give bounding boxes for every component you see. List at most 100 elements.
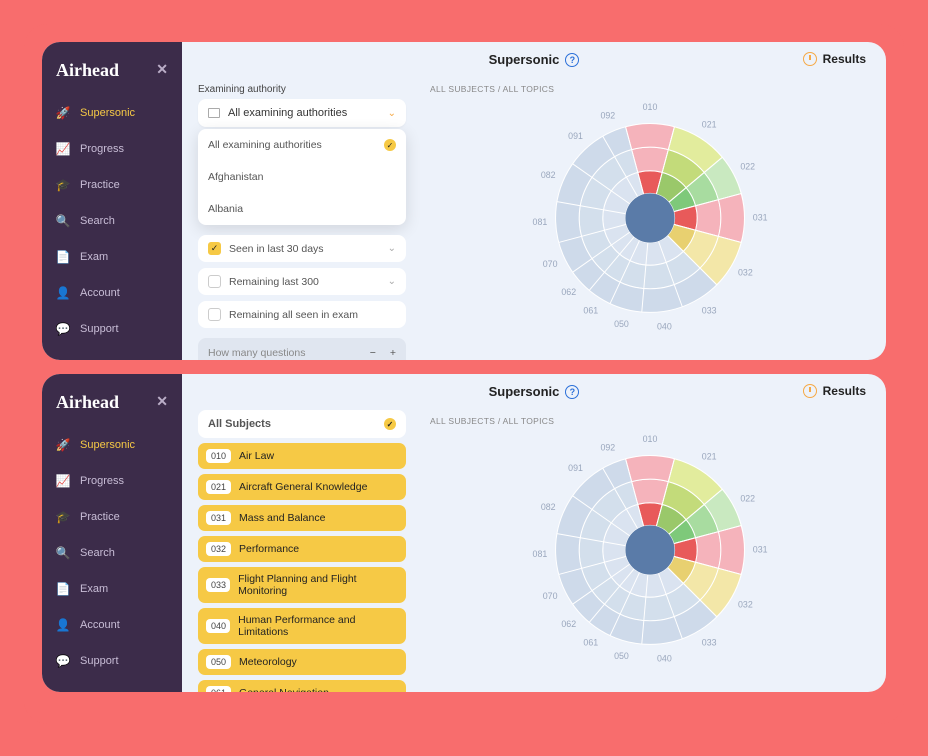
check-icon: ✓ xyxy=(384,139,396,151)
dropdown-value: All examining authorities xyxy=(228,107,347,119)
svg-text:021: 021 xyxy=(702,119,717,129)
svg-text:050: 050 xyxy=(614,651,629,661)
flag-icon xyxy=(208,108,220,118)
sidebar-item-exam[interactable]: 📄Exam xyxy=(42,571,182,607)
subject-item[interactable]: 050Meteorology xyxy=(198,649,406,675)
app-card-2: Airhead ✕ 🚀Supersonic📈Progress🎓Practice🔍… xyxy=(42,374,886,692)
svg-text:092: 092 xyxy=(600,111,615,121)
subject-item[interactable]: 031Mass and Balance xyxy=(198,505,406,531)
breadcrumb: ALL SUBJECTS / ALL TOPICS xyxy=(430,84,870,94)
authority-dropdown-list: All examining authorities✓AfghanistanAlb… xyxy=(198,129,406,225)
svg-text:082: 082 xyxy=(541,502,556,512)
account-icon: 👤 xyxy=(56,618,70,632)
search-icon: 🔍 xyxy=(56,214,70,228)
subject-code: 021 xyxy=(206,480,231,494)
account-icon: 👤 xyxy=(56,286,70,300)
supersonic-icon: 🚀 xyxy=(56,106,70,120)
main-area: Supersonic ? Results All Subjects✓010Air… xyxy=(182,374,886,692)
filter-row[interactable]: Remaining last 300⌄ xyxy=(198,268,406,295)
chevron-down-icon: ⌄ xyxy=(388,108,396,119)
svg-text:062: 062 xyxy=(561,287,576,297)
search-icon: 🔍 xyxy=(56,546,70,560)
sidebar-item-search[interactable]: 🔍Search xyxy=(42,203,182,239)
subject-item[interactable]: 061General Navigation xyxy=(198,680,406,692)
dropdown-option[interactable]: Albania xyxy=(198,193,406,225)
svg-text:061: 061 xyxy=(583,305,598,315)
svg-text:031: 031 xyxy=(753,544,768,554)
support-icon: 💬 xyxy=(56,322,70,336)
dropdown-option[interactable]: All examining authorities✓ xyxy=(198,129,406,161)
chevron-down-icon: ⌄ xyxy=(388,276,396,287)
svg-text:040: 040 xyxy=(657,654,672,664)
subject-code: 031 xyxy=(206,511,231,525)
svg-text:032: 032 xyxy=(738,267,753,277)
practice-icon: 🎓 xyxy=(56,178,70,192)
all-subjects-toggle[interactable]: All Subjects✓ xyxy=(198,410,406,438)
sidebar-item-support[interactable]: 💬Support xyxy=(42,311,182,347)
main-area: Supersonic ? Results Examining authority… xyxy=(182,42,886,360)
svg-text:033: 033 xyxy=(702,305,717,315)
authority-label: Examining authority xyxy=(198,84,406,95)
sidebar-item-practice[interactable]: 🎓Practice xyxy=(42,167,182,203)
sunburst-chart: 0100210220310320330400500610620700810820… xyxy=(430,430,870,670)
subject-item[interactable]: 021Aircraft General Knowledge xyxy=(198,474,406,500)
svg-text:070: 070 xyxy=(543,591,558,601)
subject-item[interactable]: 040Human Performance and Limitations xyxy=(198,608,406,644)
filter-row[interactable]: ✓Seen in last 30 days⌄ xyxy=(198,235,406,262)
breadcrumb: ALL SUBJECTS / ALL TOPICS xyxy=(430,416,870,426)
sidebar-item-supersonic[interactable]: 🚀Supersonic xyxy=(42,95,182,131)
brand-text: Airhead xyxy=(56,60,119,81)
subject-panel: All Subjects✓ 010Air Law 021Aircraft Gener… xyxy=(182,374,422,692)
subject-item[interactable]: 032Performance xyxy=(198,536,406,562)
svg-text:091: 091 xyxy=(568,131,583,141)
brand-text: Airhead xyxy=(56,392,119,413)
checkbox-icon xyxy=(208,275,221,288)
sidebar-item-progress[interactable]: 📈Progress xyxy=(42,463,182,499)
svg-text:022: 022 xyxy=(740,161,755,171)
question-count-input[interactable]: How many questions − + xyxy=(198,338,406,360)
subject-code: 040 xyxy=(206,619,230,633)
subject-code: 033 xyxy=(206,578,230,592)
sidebar-item-supersonic[interactable]: 🚀Supersonic xyxy=(42,427,182,463)
minus-icon[interactable]: − xyxy=(370,347,376,359)
sidebar-item-practice[interactable]: 🎓Practice xyxy=(42,499,182,535)
subject-list: All Subjects✓ 010Air Law 021Aircraft Gener… xyxy=(198,410,406,692)
subject-code: 050 xyxy=(206,655,231,669)
close-icon[interactable]: ✕ xyxy=(156,394,168,411)
svg-text:022: 022 xyxy=(740,493,755,503)
sidebar-item-search[interactable]: 🔍Search xyxy=(42,535,182,571)
svg-text:021: 021 xyxy=(702,451,717,461)
check-icon: ✓ xyxy=(384,418,396,430)
svg-text:061: 061 xyxy=(583,637,598,647)
support-icon: 💬 xyxy=(56,654,70,668)
sidebar-item-support[interactable]: 💬Support xyxy=(42,643,182,679)
sidebar: Airhead ✕ 🚀Supersonic📈Progress🎓Practice🔍… xyxy=(42,42,182,360)
subject-item[interactable]: 010Air Law xyxy=(198,443,406,469)
authority-dropdown[interactable]: All examining authorities ⌄ xyxy=(198,99,406,127)
close-icon[interactable]: ✕ xyxy=(156,62,168,79)
sidebar-item-progress[interactable]: 📈Progress xyxy=(42,131,182,167)
chart-panel: ALL SUBJECTS / ALL TOPICS 010 021 022 031 03… xyxy=(422,374,886,692)
dropdown-option[interactable]: Afghanistan xyxy=(198,161,406,193)
filter-row[interactable]: Remaining all seen in exam xyxy=(198,301,406,328)
svg-text:010: 010 xyxy=(643,434,658,444)
subject-item[interactable]: 033Flight Planning and Flight Monitoring xyxy=(198,567,406,603)
nav-list: 🚀Supersonic📈Progress🎓Practice🔍Search📄Exa… xyxy=(42,427,182,679)
svg-text:091: 091 xyxy=(568,463,583,473)
sidebar-item-account[interactable]: 👤Account xyxy=(42,607,182,643)
svg-text:033: 033 xyxy=(702,637,717,647)
svg-text:031: 031 xyxy=(753,212,768,222)
svg-text:082: 082 xyxy=(541,170,556,180)
sunburst-chart: 0100210220310320330400500610620700810820… xyxy=(430,98,870,338)
svg-text:081: 081 xyxy=(533,217,548,227)
brand: Airhead ✕ xyxy=(42,54,182,95)
chevron-down-icon: ⌄ xyxy=(388,243,396,254)
sidebar-item-exam[interactable]: 📄Exam xyxy=(42,239,182,275)
checkbox-icon: ✓ xyxy=(208,242,221,255)
practice-icon: 🎓 xyxy=(56,510,70,524)
exam-icon: 📄 xyxy=(56,250,70,264)
sidebar-item-account[interactable]: 👤Account xyxy=(42,275,182,311)
plus-icon[interactable]: + xyxy=(390,347,396,359)
svg-text:081: 081 xyxy=(533,549,548,559)
sidebar: Airhead ✕ 🚀Supersonic📈Progress🎓Practice🔍… xyxy=(42,374,182,692)
